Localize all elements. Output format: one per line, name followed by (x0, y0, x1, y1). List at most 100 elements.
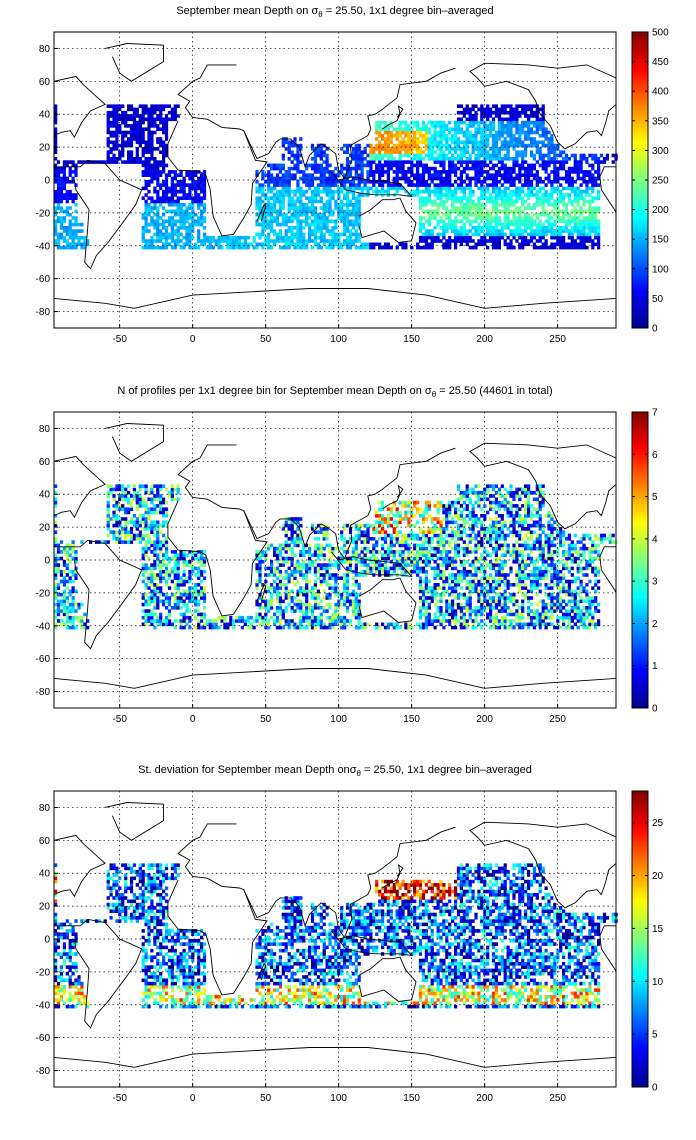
data-cell (535, 193, 539, 197)
data-cell (451, 222, 455, 227)
data-cell (144, 229, 148, 233)
data-cell (162, 120, 166, 125)
data-cell (310, 212, 315, 217)
data-cell (518, 176, 522, 181)
data-cell (337, 232, 341, 237)
data-cell (106, 500, 110, 505)
data-cell (322, 170, 326, 174)
data-cell (389, 150, 393, 154)
data-cell (381, 189, 385, 194)
data-cell (570, 216, 574, 220)
data-cell (156, 589, 160, 594)
data-cell (521, 219, 525, 224)
data-cell (451, 196, 455, 200)
data-cell (278, 196, 283, 200)
data-cell (363, 150, 367, 154)
data-cell (54, 147, 58, 151)
data-cell (54, 137, 58, 141)
data-cell (401, 120, 405, 125)
data-cell (445, 193, 449, 197)
data-cell (494, 153, 499, 158)
data-cell (503, 110, 507, 115)
data-cell (383, 143, 388, 148)
data-cell (547, 226, 551, 230)
data-cell (290, 533, 294, 538)
data-cell (357, 186, 361, 191)
data-cell (465, 137, 469, 141)
data-cell (284, 180, 288, 184)
data-cell (135, 160, 139, 164)
data-cell (325, 147, 329, 151)
coastline (256, 203, 267, 222)
data-cell (299, 566, 303, 571)
data-cell (278, 599, 283, 604)
data-cell (144, 540, 148, 544)
data-cell (281, 196, 285, 200)
data-cell (65, 553, 69, 557)
data-cell (448, 245, 452, 250)
data-cell (144, 127, 148, 131)
data-cell (176, 114, 180, 118)
data-cell (287, 229, 291, 233)
data-cell (573, 212, 577, 217)
data-cell (261, 232, 265, 237)
data-cell (179, 189, 183, 194)
data-cell (527, 216, 531, 220)
data-cell (562, 176, 566, 181)
data-cell (182, 553, 186, 557)
data-cell (135, 157, 139, 161)
data-cell (162, 183, 166, 187)
data-cell (164, 520, 169, 525)
data-cell (477, 196, 481, 200)
data-cell (191, 566, 195, 571)
data-cell (456, 147, 461, 151)
data-cell (150, 147, 154, 151)
data-cell (459, 120, 464, 125)
data-cell (147, 609, 151, 613)
data-cell (468, 203, 472, 207)
data-cell (591, 186, 595, 191)
data-cell (486, 104, 490, 108)
data-cell (226, 242, 230, 247)
data-cell (316, 235, 321, 240)
data-cell (483, 232, 487, 237)
data-cell (378, 183, 382, 187)
data-cell (144, 612, 148, 617)
data-cell (459, 150, 464, 154)
data-cell (74, 170, 78, 174)
data-cell (524, 235, 528, 240)
data-cell (138, 157, 142, 161)
data-cell (127, 137, 131, 141)
data-cell (197, 206, 201, 210)
data-cell (439, 147, 443, 151)
data-cell (366, 153, 370, 158)
data-cell (480, 173, 484, 177)
data-cell (243, 235, 248, 240)
data-cell (153, 592, 157, 597)
data-cell (182, 209, 186, 214)
data-cell (357, 232, 361, 237)
data-cell (141, 153, 145, 158)
data-cell (541, 114, 545, 118)
data-cell (255, 569, 259, 574)
data-cell (208, 239, 212, 243)
data-cell (65, 615, 69, 620)
data-cell (521, 222, 525, 227)
data-cell (445, 242, 449, 247)
data-cell (313, 193, 318, 197)
data-cell (544, 176, 548, 181)
data-cell (343, 229, 347, 233)
data-cell (474, 212, 478, 217)
data-cell (328, 206, 332, 210)
data-cell (141, 596, 145, 600)
data-cell (512, 209, 516, 214)
data-cell (302, 612, 306, 617)
data-cell (372, 160, 376, 164)
data-cell (191, 212, 195, 217)
data-cell (474, 206, 478, 210)
data-cell (451, 203, 455, 207)
data-cell (319, 150, 323, 154)
data-cell (164, 606, 169, 610)
data-cell (331, 242, 335, 247)
data-cell (389, 130, 393, 135)
